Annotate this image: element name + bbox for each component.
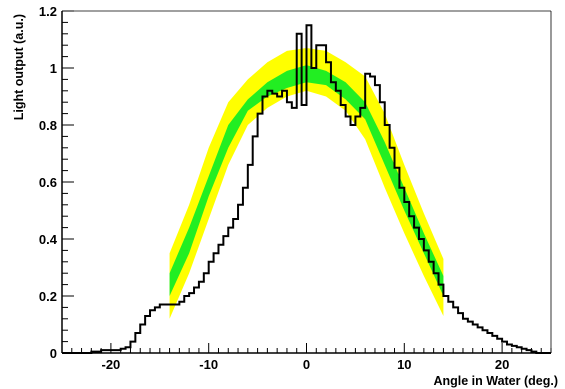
y-tick-label: 1.2	[39, 4, 57, 19]
x-tick-label: 0	[303, 357, 310, 372]
y-tick-label: 0.6	[39, 175, 57, 190]
histogram-line	[62, 24, 551, 354]
y-axis-label: Light output (a.u.)	[12, 14, 26, 120]
y-tick-label: 0.8	[39, 118, 57, 133]
x-tick-label: 20	[495, 357, 509, 372]
y-tick-label: 1	[50, 61, 57, 76]
y-tick-label: 0.2	[39, 289, 57, 304]
tick-labels: -20 -10 0 10 20 0 0.2 0.4 0.6 0.8 1 1.2	[39, 4, 509, 372]
histogram	[62, 24, 551, 354]
x-tick-label: -20	[102, 357, 121, 372]
tick-marks	[61, 10, 552, 354]
x-axis-label: Angle in Water (deg.)	[433, 374, 558, 388]
x-tick-label: 10	[397, 357, 411, 372]
y-tick-label: 0	[50, 346, 57, 361]
y-tick-label: 0.4	[39, 232, 58, 247]
x-tick-label: -10	[199, 357, 218, 372]
uncertainty-bands	[169, 48, 444, 319]
inner-band	[169, 65, 444, 297]
